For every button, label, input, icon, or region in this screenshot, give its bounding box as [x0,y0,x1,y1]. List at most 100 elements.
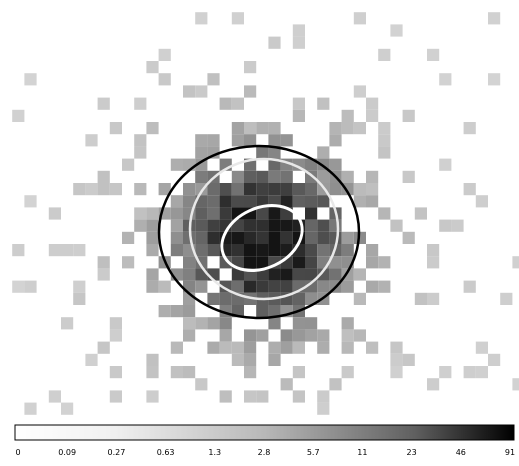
pixel [146,280,159,293]
pixel [134,134,147,147]
pixel [122,231,135,244]
colorbar-label: 0.27 [107,448,125,457]
pixel [195,207,208,220]
pixel [378,122,391,135]
pixel [292,195,305,208]
pixel [341,231,354,244]
pixel [305,256,318,269]
pixel [195,134,208,147]
pixel [427,244,440,257]
pixel [244,231,257,244]
pixel [85,134,98,147]
pixel [134,183,147,196]
pixel [353,329,366,342]
pixel [402,231,415,244]
pixel [341,170,354,183]
pixel [292,292,305,305]
pixel [231,183,244,196]
pixel [268,183,281,196]
pixel [317,341,330,354]
pixel [366,256,379,269]
pixel [280,329,293,342]
pixel [256,256,269,269]
pixel [292,317,305,330]
pixel [378,48,391,61]
pixel [195,219,208,232]
pixel [219,390,232,403]
pixel [317,390,330,403]
pixel [244,256,257,269]
pixel [73,280,86,293]
pixel [427,48,440,61]
pixel [146,390,159,403]
pixel [317,231,330,244]
pixel [195,170,208,183]
pixel [73,244,86,257]
pixel [305,329,318,342]
pixel [353,12,366,25]
pixel [109,366,122,379]
pixel [231,341,244,354]
pixel [207,244,220,257]
colorbar-label: 5.7 [307,448,320,457]
pixel [195,244,208,257]
pixel [134,219,147,232]
pixel [292,329,305,342]
pixel [207,219,220,232]
pixel [292,256,305,269]
pixel [488,73,501,86]
pixel [439,73,452,86]
pixel [305,268,318,281]
pixel [353,268,366,281]
pixel [439,219,452,232]
pixel [244,219,257,232]
pixel [268,317,281,330]
pixel [219,207,232,220]
pixel [512,378,519,391]
pixel [24,402,37,415]
pixel [244,280,257,293]
pixel [268,353,281,366]
pixel [244,134,257,147]
pixel [463,366,476,379]
pixel [256,219,269,232]
pixel [231,122,244,135]
pixel [427,256,440,269]
pixel [183,85,196,98]
pixel [341,366,354,379]
pixel [146,231,159,244]
pixel [305,219,318,232]
pixel [402,353,415,366]
pixel [317,280,330,293]
pixel [97,170,110,183]
pixel [414,292,427,305]
pixel [475,195,488,208]
pixel [219,329,232,342]
pixel [378,256,391,269]
pixel [183,366,196,379]
pixel [256,170,269,183]
pixel [195,12,208,25]
pixel [231,134,244,147]
pixel [341,109,354,122]
pixel [219,195,232,208]
pixel [219,317,232,330]
pixel [24,73,37,86]
pixel [341,329,354,342]
pixel [134,207,147,220]
pixel [317,97,330,110]
pixel [207,317,220,330]
pixel [183,195,196,208]
pixel [97,183,110,196]
pixel [329,158,342,171]
pixel [244,366,257,379]
pixel [207,341,220,354]
pixel [280,378,293,391]
pixel [195,146,208,159]
pixel [231,195,244,208]
pixel [280,219,293,232]
pixel [439,158,452,171]
pixel [231,12,244,25]
pixel [427,292,440,305]
pixel [463,183,476,196]
